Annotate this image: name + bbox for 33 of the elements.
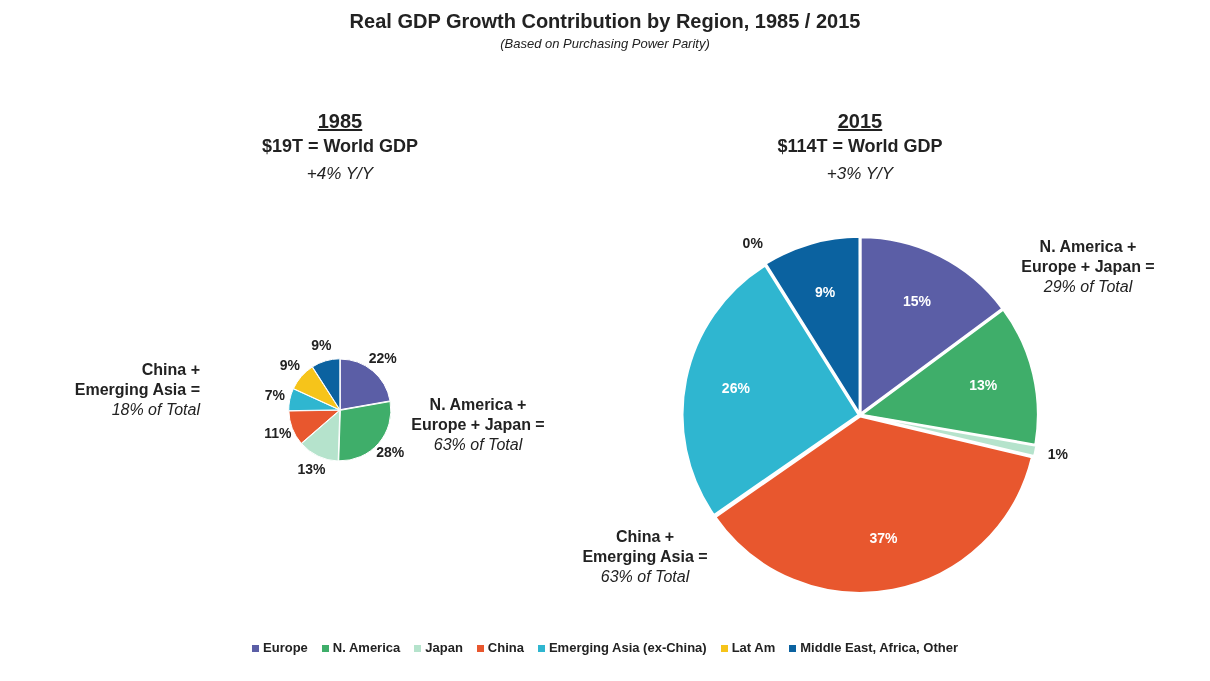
text: China + Emerging Asia = 63% of Total bbox=[582, 528, 708, 585]
text: China + Emerging Asia = 18% of Total bbox=[74, 361, 200, 418]
chart-title: 1985 bbox=[317, 110, 363, 133]
data-label: 13% bbox=[969, 376, 998, 393]
data-label: 26% bbox=[721, 380, 751, 397]
legend-label: Lat Am bbox=[730, 640, 776, 655]
chart-subtitle: $19T = World GDP bbox=[261, 136, 419, 157]
data-label: 37% bbox=[869, 530, 899, 547]
data-label: 9% bbox=[311, 337, 332, 354]
text: N. America + Europe + Japan = 29% of Total bbox=[1021, 238, 1155, 295]
legend-label: Japan bbox=[424, 640, 463, 655]
text: (Based on Purchasing Power Parity) bbox=[500, 36, 710, 51]
text: N. America + Europe + Japan = 63% of Total bbox=[411, 396, 545, 453]
data-label: 11% bbox=[264, 424, 293, 441]
legend-label: Middle East, Africa, Other bbox=[799, 640, 958, 655]
text: +4% Y/Y bbox=[306, 164, 374, 183]
text: +3% Y/Y bbox=[826, 164, 894, 183]
data-label: 7% bbox=[264, 387, 286, 404]
data-label: 22% bbox=[368, 349, 398, 366]
data-label: 9% bbox=[279, 357, 301, 374]
data-label: 9% bbox=[814, 284, 836, 301]
legend-label: Europe bbox=[262, 640, 308, 655]
data-label: 28% bbox=[376, 444, 405, 461]
text: 0% bbox=[742, 234, 763, 251]
data-label: 1% bbox=[1047, 446, 1069, 463]
text: Real GDP Growth Contribution by Region, 1985 / 2015 bbox=[349, 10, 861, 33]
legend-label: Emerging Asia (ex-China) bbox=[547, 640, 707, 655]
chart-title: 2015 bbox=[837, 110, 883, 133]
data-label: 13% bbox=[297, 460, 326, 477]
legend-label: N. America bbox=[331, 640, 401, 655]
chart-subtitle: $114T = World GDP bbox=[777, 136, 943, 157]
data-label: 15% bbox=[902, 292, 932, 309]
legend-label: China bbox=[486, 640, 524, 655]
